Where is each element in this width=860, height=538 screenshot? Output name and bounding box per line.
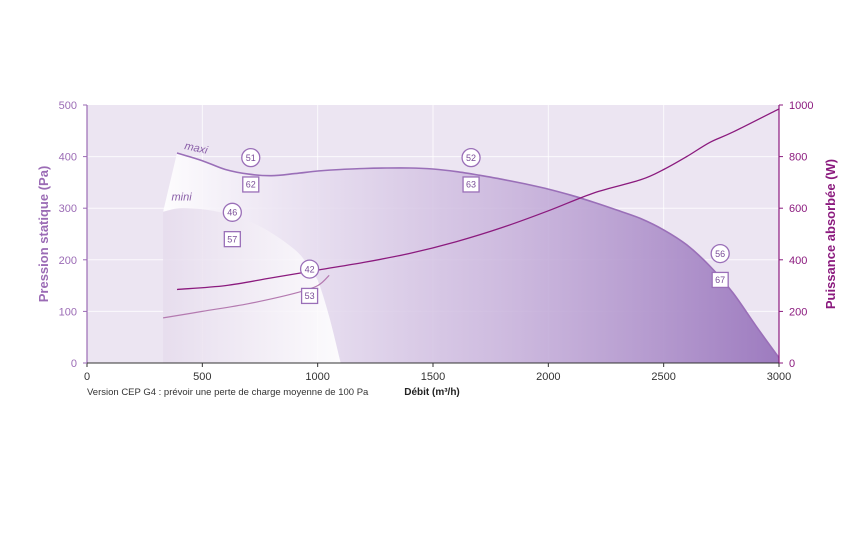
x-tick-label: 3000 [767,371,791,383]
marker-label: 46 [227,208,237,218]
sound-power-marker: 46 [222,202,242,222]
marker-square [223,231,241,248]
x-tick-label: 2000 [536,371,560,383]
marker-label: 67 [715,275,725,285]
marker-square [300,287,319,305]
sound-power-marker: 51 [241,147,261,168]
x-tick-label: 500 [193,371,211,383]
x-tick-label: 1000 [305,371,329,383]
y-left-axis-title: Pression statique (Pa) [36,166,51,303]
y-left-tick-label: 500 [59,100,77,112]
y-right-tick-label: 800 [789,152,807,164]
labels: maxi mini [171,140,209,203]
marker-label: 56 [715,249,725,259]
curve-label-maxi: maxi [183,140,209,157]
y-right-tick-label: 0 [789,358,795,370]
y-left-tick-label: 200 [59,255,77,267]
marker-label: 62 [246,180,256,190]
curves [163,108,780,359]
sound-pressure-marker: 63 [462,176,480,193]
marker-circle [299,259,320,279]
marker-square [711,271,729,289]
maxi-pressure-line [176,152,780,359]
x-tick-label: 2500 [651,371,675,383]
y-right-tick-label: 400 [789,255,807,267]
y-right-tick-label: 600 [789,203,807,215]
marker-label: 53 [305,291,315,301]
x-tick-label: 1500 [421,371,445,383]
y-right-tick-label: 200 [789,306,807,318]
marker-square [242,176,260,193]
y-right-axis-title: Puissance absorbée (W) [823,159,838,309]
sound-power-marker: 56 [710,243,730,264]
marker-label: 52 [466,153,476,163]
marker-label: 57 [227,234,237,244]
marker-square [462,176,480,193]
y-left-tick-label: 400 [59,152,77,164]
y-right-tick-label: 1000 [789,100,813,112]
ticks: 0 500 1000 1500 2000 2500 30000100200300400500… [59,100,814,383]
marker-circle [710,243,730,264]
marker-circle [461,147,481,168]
marker-label: 63 [466,180,476,190]
maxi-area [163,153,780,363]
sound-power-marker: 52 [461,147,481,168]
mini-power-line [163,274,330,319]
curve-label-mini: mini [171,191,192,203]
mini-area [163,208,341,363]
sound-pressure-marker: 62 [242,176,260,193]
marker-circle [222,202,242,222]
sound-power-marker: 42 [299,259,320,279]
maxi-power-line [176,108,780,291]
sound-pressure-marker: 53 [300,287,319,305]
chart-note: Version CEP G4 : prévoir une perte de ch… [87,387,369,398]
x-axis-title: Débit (m³/h) [404,387,460,398]
y-left-tick-label: 0 [71,358,77,370]
y-left-tick-label: 300 [59,203,77,215]
sound-pressure-marker: 67 [711,271,729,289]
marker-label: 42 [305,264,315,274]
marker-circle [241,147,261,168]
x-tick-label: 0 [84,371,90,383]
markers: 51 62 52 63 46 57 42 53 56 67 [222,147,730,305]
sound-pressure-marker: 57 [223,231,241,248]
marker-label: 51 [246,153,256,163]
y-left-tick-label: 100 [59,306,77,318]
